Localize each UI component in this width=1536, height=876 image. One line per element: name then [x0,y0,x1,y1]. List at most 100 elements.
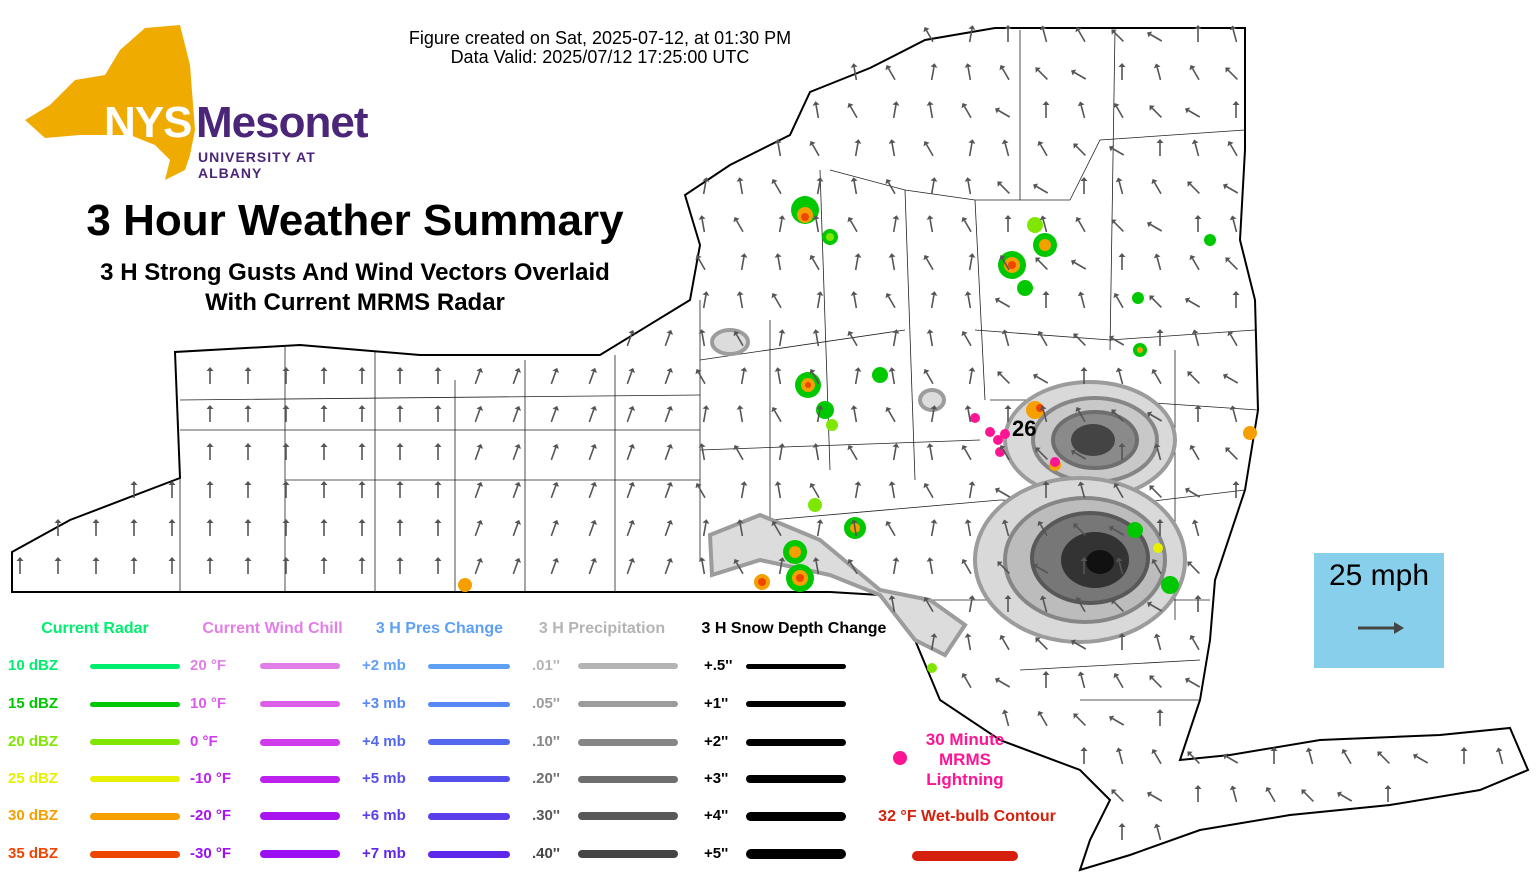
wind-vector-arrow [892,557,900,575]
wind-vector-arrow [997,181,1010,194]
lightning-label-line-1: 30 Minute [925,730,1005,749]
wind-vector-arrow [244,519,252,536]
wind-vector-arrow [168,557,176,574]
wind-vector-arrow [995,107,1011,118]
wind-vector-arrow [964,633,972,651]
wind-vector-arrow [588,405,598,423]
wind-vector-arrow [774,481,782,499]
wind-vector-arrow [850,63,858,81]
wind-vector-arrow [1077,291,1086,309]
wind-vector-arrow [702,177,710,195]
lightning-legend-label: 30 Minute MRMS Lightning [910,730,1020,790]
wind-vector-arrow [850,519,858,537]
wind-vector-arrow [1111,219,1124,232]
figure-created-text: Figure created on Sat, 2025-07-12, at 01… [408,28,792,48]
wind-vector-arrow [923,483,934,499]
wind-vector-arrow [930,519,938,537]
legend-pressure-line [428,663,510,669]
wind-vector-arrow [244,405,252,422]
wind-vector-arrow [816,177,824,195]
wind-vector-arrow [434,405,442,422]
wind-vector-arrow [964,519,972,537]
wind-vector-arrow [923,369,934,385]
wind-vector-arrow [1042,101,1050,118]
wind-vector-arrow [664,367,674,385]
wind-vector-arrow [1111,789,1124,802]
legend-snow-line [746,701,846,707]
legend-precip-heading: 3 H Precipitation [538,620,666,637]
wind-vector-arrow [854,139,862,157]
wind-vector-arrow [1080,177,1088,194]
legend-pressure-label: +7 mb [362,845,406,862]
wind-vector-arrow [1111,409,1124,422]
wind-vector-arrow [1153,633,1162,651]
radar-cell [927,663,937,673]
wind-vector-arrow [854,481,862,499]
wind-vector-arrow [320,481,328,498]
wind-vector-arrow [1001,709,1010,727]
wind-vector-arrow [282,367,290,384]
legend-radar-line [90,739,180,745]
legend-snow-label: +2'' [704,733,729,750]
radar-cell [872,367,888,383]
lightning-strike [1050,457,1060,467]
wind-vector-arrow [1232,101,1240,118]
wind-vector-arrow [812,329,820,347]
wind-vector-arrow [961,559,972,575]
wind-vector-arrow [999,635,1010,651]
wind-vector-arrow [358,443,366,460]
legend-radar-label: 30 dBZ [8,807,59,824]
wind-vector-arrow [1075,407,1086,423]
wind-vector-arrow [1071,69,1087,80]
legend-snow-label: +.5'' [704,657,733,674]
legend-wind-chill-line [260,701,340,707]
wind-vector-arrow [923,27,934,43]
wind-vector-arrow [168,481,176,498]
wind-vector-arrow [1337,791,1353,802]
wind-vector-arrow [1077,101,1086,119]
wind-vector-arrow [396,519,404,536]
wind-vector-arrow [54,519,62,536]
wind-vector-arrow [1109,715,1125,726]
lightning-label-line-3: Lightning [926,770,1004,789]
wind-vector-arrow [206,557,214,574]
wind-vector-arrow [1187,371,1200,384]
wind-vector-arrow [1194,405,1202,422]
wind-vector-arrow [702,405,710,423]
wind-vector-arrow [778,215,786,233]
lightning-legend-dot [893,751,907,765]
wind-vector-arrow [1153,443,1162,461]
wind-vector-arrow [1004,215,1012,232]
wind-vector-arrow [1187,751,1200,764]
wind-vector-arrow [512,367,522,385]
wind-vector-arrow [774,253,782,271]
wind-vector-arrow [1039,595,1048,613]
wind-vector-arrow [550,519,560,537]
wind-vector-arrow [1033,563,1049,574]
wind-vector-arrow [320,557,328,574]
wind-vector-arrow [130,557,138,574]
wind-vector-arrow [626,557,636,575]
wind-vector-arrow [778,443,786,461]
wind-vector-arrow [1225,67,1238,80]
wind-vector-arrow [1118,63,1126,80]
wind-vector-arrow [1185,107,1201,118]
wind-vector-arrow [964,63,972,81]
wind-vector-arrow [1189,65,1200,81]
wind-vector-arrow [1270,747,1278,764]
wind-vector-arrow [733,445,744,461]
wind-vector-arrow [926,557,934,575]
wind-vector-arrow [1301,789,1314,802]
wind-vector-arrow [736,405,744,423]
wind-vector-arrow [964,405,972,423]
wind-vector-arrow [961,673,972,689]
radar-cell [1017,280,1033,296]
legend-radar-line [90,776,180,782]
wind-vector-arrow [1073,713,1086,726]
wind-vector-arrow [1189,255,1200,271]
legend-snow-label: +3'' [704,770,729,787]
wind-vector-arrow [1151,749,1162,765]
wind-vector-arrow [733,217,744,233]
wind-vector-arrow [1033,373,1049,384]
legend-precip-line [578,738,678,746]
